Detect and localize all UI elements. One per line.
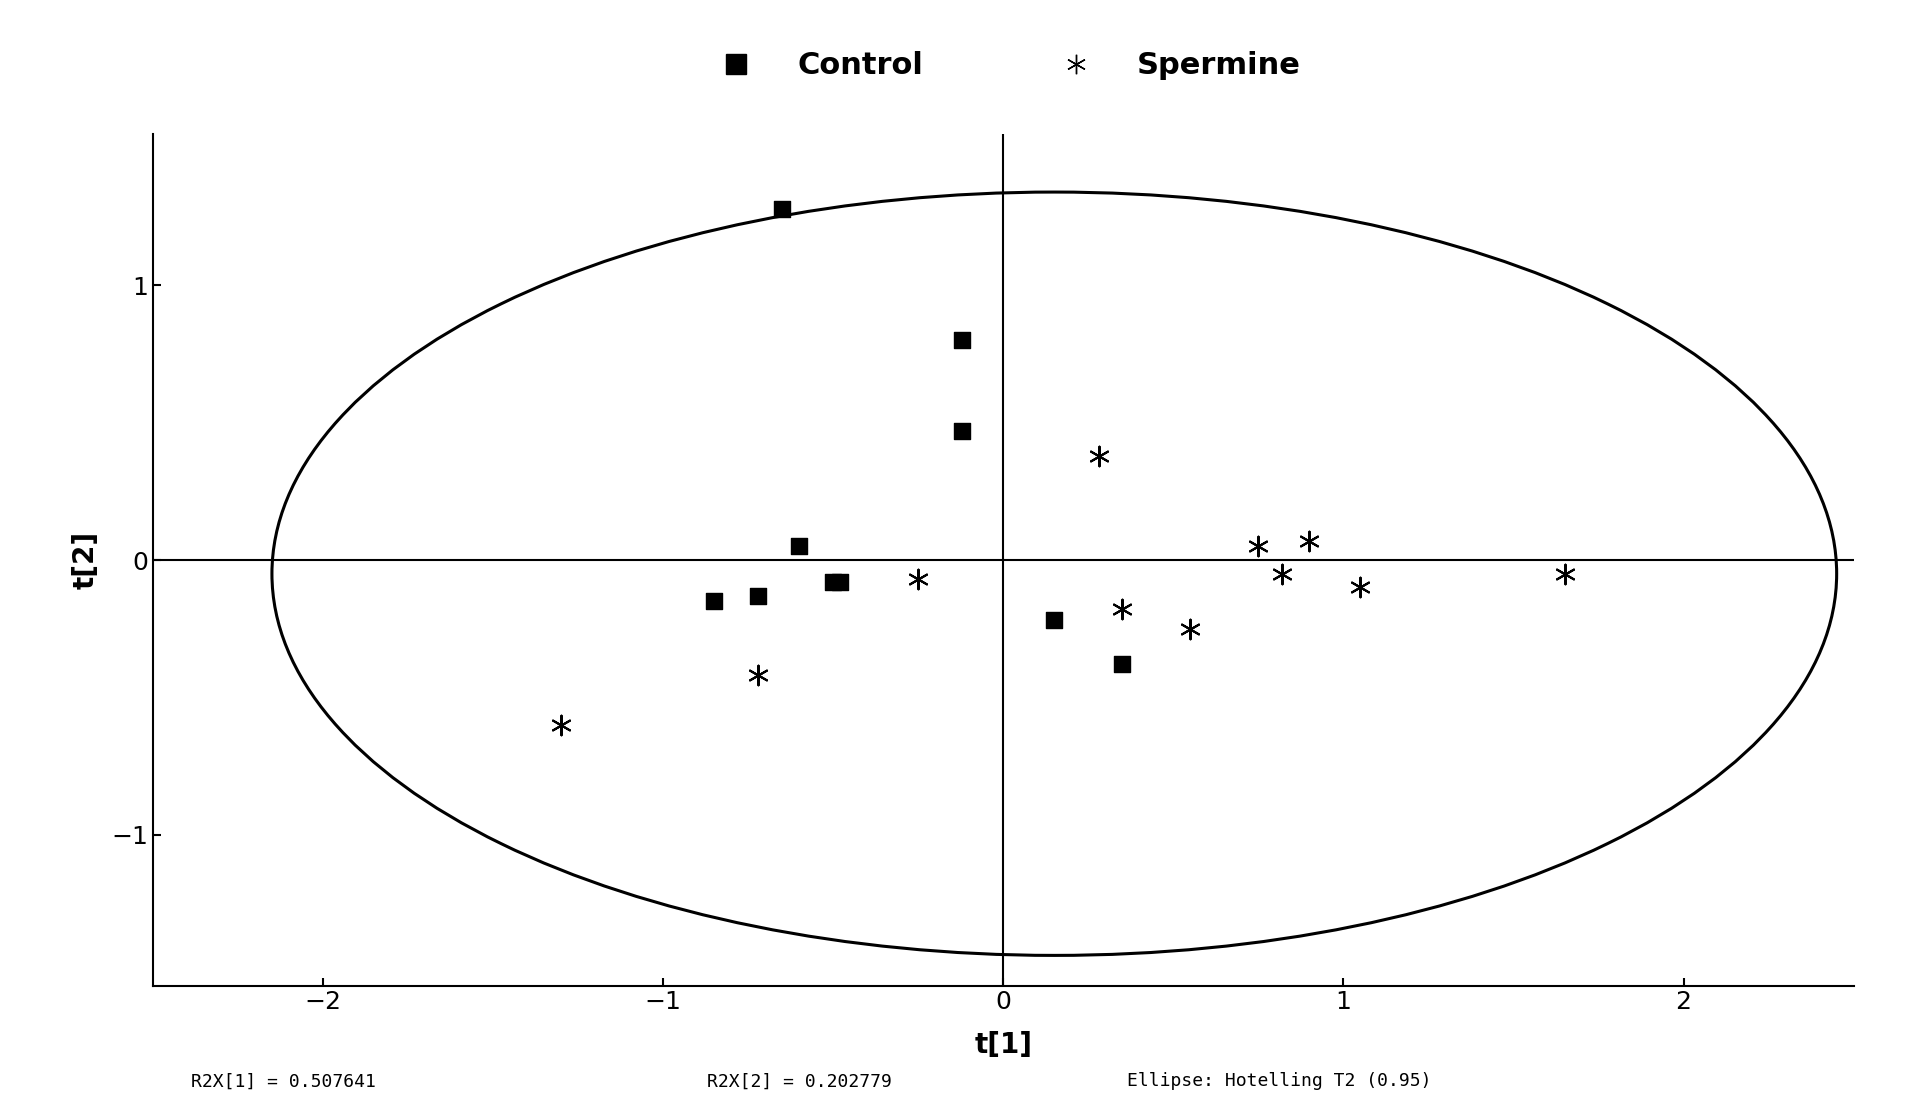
Point: [1106, 655, 1137, 673]
Point: [1084, 447, 1114, 465]
Point: [948, 332, 978, 349]
Point: [1106, 600, 1137, 618]
Point: [766, 199, 797, 217]
Point: [784, 538, 814, 556]
Point: [1040, 612, 1070, 629]
Text: Ellipse: Hotelling T2 (0.95): Ellipse: Hotelling T2 (0.95): [1127, 1073, 1431, 1091]
Point: [818, 573, 848, 591]
Point: [699, 592, 730, 610]
Text: R2X[1] = 0.507641: R2X[1] = 0.507641: [191, 1073, 376, 1091]
Point: [1550, 564, 1580, 582]
Point: [1267, 564, 1298, 582]
Text: R2X[2] = 0.202779: R2X[2] = 0.202779: [707, 1073, 892, 1091]
Y-axis label: t[2]: t[2]: [73, 531, 99, 589]
Point: [826, 573, 856, 591]
Point: [547, 716, 577, 734]
X-axis label: t[1]: t[1]: [975, 1032, 1032, 1060]
Point: [1294, 532, 1324, 550]
Legend: Control, Spermine: Control, Spermine: [694, 39, 1313, 93]
Point: [948, 422, 978, 440]
Point: [1242, 538, 1273, 556]
Point: [743, 587, 774, 605]
Point: [1175, 619, 1206, 637]
Point: [743, 666, 774, 684]
Point: [904, 570, 934, 588]
Point: [1345, 579, 1376, 597]
